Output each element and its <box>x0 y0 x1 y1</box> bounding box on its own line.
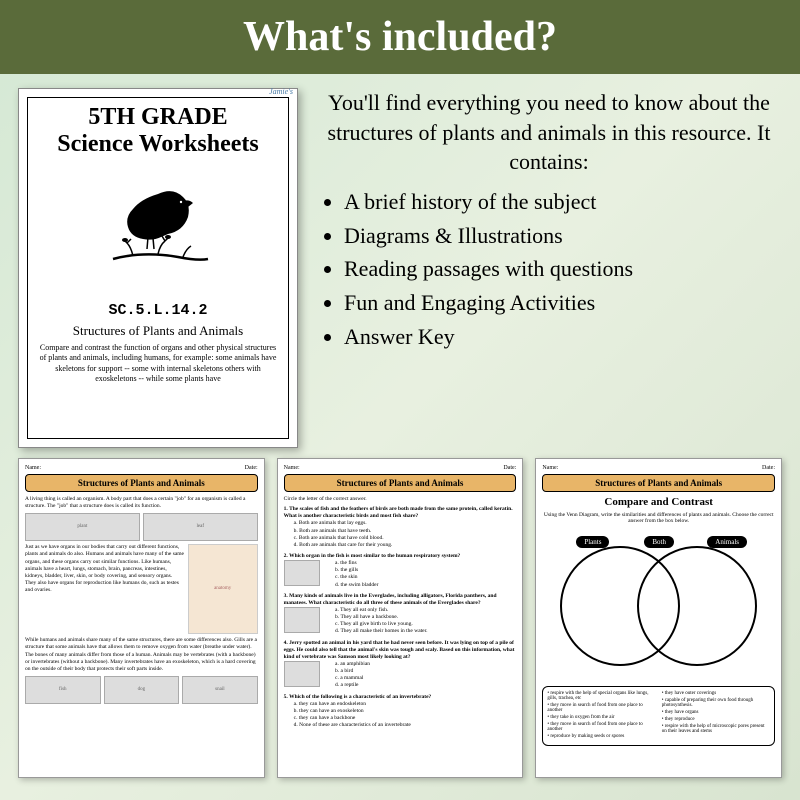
worksheet-reading: Name: Date: Structures of Plants and Anim… <box>18 458 265 778</box>
venn-label-both: Both <box>644 536 674 548</box>
image-placeholder: fish <box>25 676 101 704</box>
answer-col: respire with the help of special organs … <box>547 691 655 741</box>
top-row: Jamie's 5TH GRADE Science Worksheets SC.… <box>0 74 800 458</box>
cover-subtitle: Structures of Plants and Animals <box>73 323 243 339</box>
image-placeholder <box>284 560 320 586</box>
cover-description: Compare and contrast the function of org… <box>34 343 282 385</box>
instruction: Circle the letter of the correct answer. <box>284 496 517 503</box>
sheet-title: Structures of Plants and Animals <box>542 474 775 492</box>
answer-col: they have outer coveringscapable of prep… <box>662 691 770 741</box>
sheet-title: Structures of Plants and Animals <box>25 474 258 492</box>
question: 2. Which organ in the fish is most simil… <box>284 553 517 589</box>
header-band: What's included? <box>0 0 800 74</box>
question: 1. The scales of fish and the feathers o… <box>284 506 517 549</box>
date-label: Date: <box>762 465 775 471</box>
venn-label-plants: Plants <box>576 536 609 548</box>
worksheet-quiz: Name: Date: Structures of Plants and Anim… <box>277 458 524 778</box>
sheet-title: Structures of Plants and Animals <box>284 474 517 492</box>
sheet-body: A living thing is called an organism. A … <box>25 496 258 704</box>
cover-grade: 5TH GRADE <box>88 104 227 131</box>
brand-tag: Jamie's <box>269 87 293 96</box>
page-title: What's included? <box>243 13 557 61</box>
bottom-row: Name: Date: Structures of Plants and Anim… <box>0 458 800 778</box>
feature-list: A brief history of the subject Diagrams … <box>316 187 782 351</box>
intro-block: You'll find everything you need to know … <box>316 88 782 356</box>
venn-title: Compare and Contrast <box>542 496 775 508</box>
cover-subject: Science Worksheets <box>57 131 259 158</box>
image-placeholder: leaf <box>143 513 258 541</box>
venn-sub: Using the Venn Diagram, write the simila… <box>542 512 775 524</box>
cover-card: Jamie's 5TH GRADE Science Worksheets SC.… <box>18 88 298 448</box>
venn-circle-right <box>637 546 757 666</box>
image-placeholder: plant <box>25 513 140 541</box>
question: 5. Which of the following is a character… <box>284 694 517 730</box>
image-placeholder <box>284 607 320 633</box>
standard-code: SC.5.L.14.2 <box>108 302 207 319</box>
name-label: Name: <box>542 465 558 471</box>
date-label: Date: <box>503 465 516 471</box>
image-placeholder: snail <box>182 676 258 704</box>
bird-illustration <box>34 164 282 294</box>
list-item: Diagrams & Illustrations <box>344 221 782 251</box>
name-label: Name: <box>25 465 41 471</box>
list-item: A brief history of the subject <box>344 187 782 217</box>
date-label: Date: <box>245 465 258 471</box>
image-placeholder: dog <box>104 676 180 704</box>
list-item: Fun and Engaging Activities <box>344 288 782 318</box>
venn-label-animals: Animals <box>707 536 747 548</box>
venn-diagram: Plants Both Animals <box>542 530 775 680</box>
name-label: Name: <box>284 465 300 471</box>
paragraph: A living thing is called an organism. A … <box>25 496 258 510</box>
image-placeholder <box>284 661 320 687</box>
intro-lead: You'll find everything you need to know … <box>316 88 782 177</box>
answer-box: respire with the help of special organs … <box>542 686 775 746</box>
list-item: Reading passages with questions <box>344 254 782 284</box>
list-item: Answer Key <box>344 322 782 352</box>
cover-inner: 5TH GRADE Science Worksheets SC.5.L.14.2… <box>27 97 289 439</box>
sheet-body: Circle the letter of the correct answer.… <box>284 496 517 729</box>
question: 4. Jerry spotted an animal in his yard t… <box>284 640 517 690</box>
paragraph: While humans and animals share many of t… <box>25 637 258 673</box>
question: 3. Many kinds of animals live in the Eve… <box>284 593 517 636</box>
worksheet-venn: Name: Date: Structures of Plants and Anim… <box>535 458 782 778</box>
anatomy-diagram: anatomy <box>188 544 258 634</box>
